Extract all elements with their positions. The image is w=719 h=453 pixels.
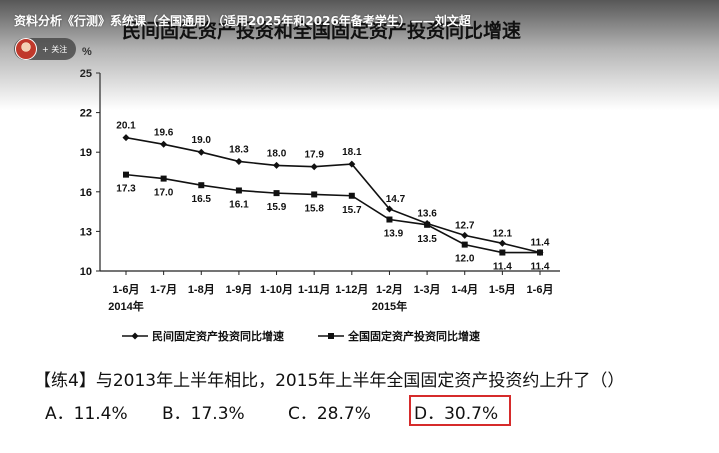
x-tick-label: 1-9月 (225, 283, 252, 296)
data-label: 17.9 (304, 150, 324, 161)
y-axis-unit: % (82, 46, 92, 58)
data-label: 19.6 (154, 127, 174, 138)
x-tick-label: 1-6月 (527, 283, 554, 296)
data-label: 14.7 (386, 194, 406, 205)
x-tick-label: 1-4月 (451, 283, 478, 296)
data-labels: 20.1 19.6 19.0 18.3 18.0 17.9 18.1 14.7 13.6 12.7… (116, 121, 550, 273)
chart-axes (96, 72, 560, 275)
y-tick-label: 25 (80, 68, 92, 80)
year-label: 2014年 (108, 299, 143, 313)
data-point (499, 249, 506, 256)
data-label: 15.8 (304, 203, 324, 214)
data-label: 16.5 (192, 194, 212, 205)
data-point (198, 182, 205, 189)
legend-label: 全国固定资产投资同比增速 (347, 329, 480, 343)
follow-label: + 关注 (42, 44, 68, 54)
x-tick-label: 1-7月 (150, 283, 177, 296)
y-tick-labels: 10 13 16 19 22 25% (80, 46, 92, 278)
data-label: 15.7 (342, 205, 362, 216)
data-label: 13.6 (417, 208, 437, 219)
data-label: 15.9 (267, 202, 287, 213)
data-point (348, 160, 356, 168)
data-label: 12.1 (493, 228, 513, 239)
question-text: 【练4】与2013年上半年相比，2015年上半年全国固定资产投资约上升了（） (34, 371, 625, 391)
uploader-follow-button[interactable]: + 关注 (14, 38, 76, 60)
data-label: 16.1 (229, 199, 249, 210)
data-point (498, 239, 506, 247)
series-line (125, 136, 541, 254)
data-label: 13.5 (417, 234, 437, 245)
data-point (273, 190, 280, 197)
answer-highlight-box (409, 395, 511, 426)
data-point (424, 221, 431, 228)
data-label: 20.1 (116, 121, 136, 132)
data-point (235, 157, 243, 165)
x-tick-label: 1-11月 (298, 283, 330, 296)
data-label: 11.4 (531, 262, 550, 273)
option-b: B．17.3% (162, 404, 245, 424)
data-label: 18.0 (267, 148, 287, 159)
data-point (160, 175, 167, 182)
x-tick-label: 1-6月 (113, 283, 140, 296)
avatar[interactable] (15, 38, 37, 60)
data-label: 12.0 (455, 254, 475, 265)
data-point (348, 192, 355, 199)
data-label: 11.4 (493, 262, 512, 273)
data-label: 17.3 (116, 184, 136, 195)
data-label: 12.7 (455, 220, 475, 231)
year-label: 2015年 (372, 299, 407, 313)
data-point (461, 241, 468, 248)
data-point (310, 163, 318, 171)
data-label: 11.4 (531, 238, 550, 249)
y-tick-label: 10 (80, 266, 92, 278)
video-title: 资料分析《行测》系统课（全国通用）（适用2025年和2026年备考学生）——刘文… (14, 14, 471, 28)
y-tick-label: 16 (80, 187, 92, 199)
legend-marker (131, 332, 139, 340)
y-tick-label: 22 (80, 108, 92, 120)
legend-marker (328, 333, 334, 339)
data-point (122, 134, 130, 142)
data-point (273, 161, 281, 169)
data-point (123, 171, 129, 178)
line-chart: 10 13 16 19 22 25% 1-6月 1-7月 1-8月 1-9月 1-10月 1-11月… (80, 46, 560, 343)
legend-label: 民间固定资产投资同比增速 (152, 329, 284, 343)
option-c: C．28.7% (288, 404, 371, 424)
x-tick-labels: 1-6月 1-7月 1-8月 1-9月 1-10月 1-11月 1-12月 1-2月 1-3月 1… (108, 283, 553, 313)
data-label: 18.1 (342, 147, 362, 158)
data-point (385, 205, 393, 213)
data-point (197, 148, 205, 156)
chart-title: 民间固定资产投资和全国固定资产投资同比增速 (122, 20, 522, 42)
data-label: 19.0 (192, 135, 212, 146)
series-lines (122, 134, 544, 257)
data-point (461, 231, 469, 239)
data-point (311, 191, 318, 198)
data-point (235, 187, 242, 194)
data-point (537, 249, 543, 256)
x-tick-label: 1-2月 (376, 283, 403, 296)
data-label: 18.3 (229, 144, 249, 155)
data-label: 13.9 (384, 229, 404, 240)
x-tick-label: 1-10月 (260, 283, 293, 296)
data-point (386, 216, 393, 223)
data-label: 17.0 (154, 188, 174, 199)
data-point (160, 140, 168, 148)
option-d: D．30.7% (414, 404, 499, 424)
y-tick-label: 13 (80, 226, 92, 238)
chart-legend: 民间固定资产投资同比增速 全国固定资产投资同比增速 (122, 329, 480, 343)
x-tick-label: 1-5月 (489, 283, 516, 296)
x-tick-label: 1-8月 (188, 283, 215, 296)
series-line (125, 173, 540, 254)
x-tick-label: 1-3月 (414, 283, 441, 296)
y-tick-label: 19 (80, 147, 92, 159)
option-a: A．11.4% (45, 404, 128, 424)
x-tick-label: 1-12月 (335, 283, 368, 296)
